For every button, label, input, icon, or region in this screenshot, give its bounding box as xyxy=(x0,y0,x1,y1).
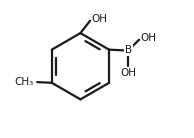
Text: OH: OH xyxy=(92,14,107,24)
Text: CH₃: CH₃ xyxy=(14,77,33,87)
Text: OH: OH xyxy=(141,33,157,43)
Text: B: B xyxy=(125,45,132,55)
Text: OH: OH xyxy=(120,68,136,78)
